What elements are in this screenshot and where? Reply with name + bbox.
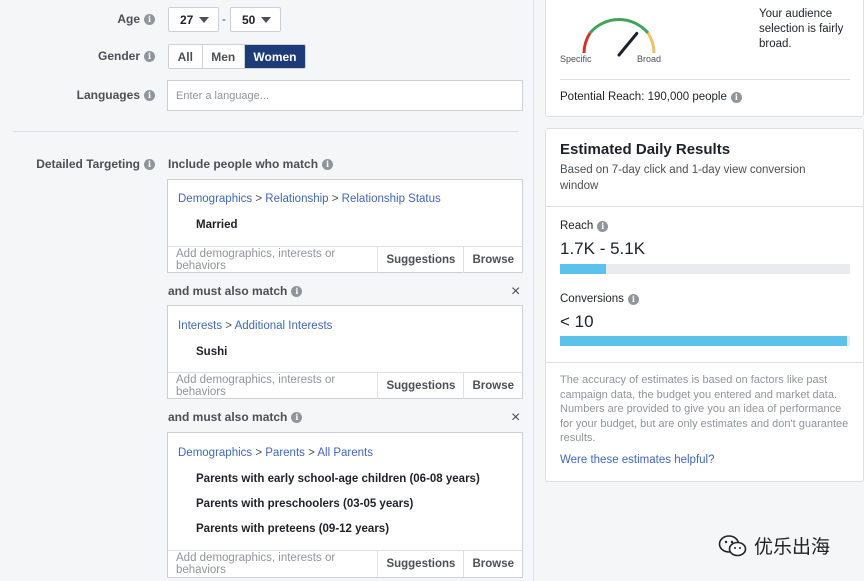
include-label: Include people who match i xyxy=(168,156,334,172)
suggestions-button[interactable]: Suggestions xyxy=(377,247,463,273)
targeting-item: Parents with preteens (09-12 years) xyxy=(196,523,390,535)
crumb-link[interactable]: Relationship Status xyxy=(341,193,441,205)
watermark-text: 优乐出海 xyxy=(754,537,831,558)
info-icon[interactable]: i xyxy=(291,285,303,297)
targeting-item: Married xyxy=(196,219,238,231)
audience-description: Your audience selection is fairly broad. xyxy=(759,8,844,50)
browse-button[interactable]: Browse xyxy=(463,551,522,577)
gender-all-button[interactable]: All xyxy=(169,45,203,68)
add-targeting-row: Add demographics, interests or behaviors… xyxy=(168,550,522,577)
caret-down-icon xyxy=(199,16,210,23)
crumb-link[interactable]: Demographics xyxy=(178,193,253,205)
audience-size-card: Specific Broad Your audience selection i… xyxy=(545,0,864,117)
gauge-specific-label: Specific xyxy=(560,54,592,64)
info-icon[interactable]: i xyxy=(144,13,155,25)
conversions-bar-fill xyxy=(560,336,848,346)
estimates-disclaimer: The accuracy of estimates is based on fa… xyxy=(560,374,849,444)
targeting-group-3: Demographics > Parents > All Parents Par… xyxy=(167,432,523,578)
browse-button[interactable]: Browse xyxy=(463,373,522,399)
card-divider xyxy=(560,79,850,80)
info-icon[interactable]: i xyxy=(730,91,742,103)
gauge-broad-label: Broad xyxy=(637,54,662,64)
info-icon[interactable]: i xyxy=(144,158,155,170)
gender-women-button[interactable]: Women xyxy=(244,45,305,68)
conversions-value: < 10 xyxy=(560,312,594,331)
close-icon[interactable]: × xyxy=(511,409,521,426)
daily-results-card: Estimated Daily Results Based on 7-day c… xyxy=(545,128,864,482)
add-targeting-input[interactable]: Add demographics, interests or behaviors xyxy=(176,552,336,576)
crumb-link[interactable]: All Parents xyxy=(317,447,373,459)
suggestions-button[interactable]: Suggestions xyxy=(377,551,463,577)
conversions-bar xyxy=(560,336,850,346)
breadcrumb: Demographics > Parents > All Parents xyxy=(178,447,373,459)
section-divider xyxy=(13,131,519,132)
info-icon[interactable]: i xyxy=(144,89,155,101)
card-divider xyxy=(546,362,864,363)
wechat-icon xyxy=(718,534,747,556)
conversions-label: Conversions i xyxy=(560,293,639,305)
info-icon[interactable]: i xyxy=(322,158,334,170)
suggestions-button[interactable]: Suggestions xyxy=(377,373,463,399)
breadcrumb: Demographics > Relationship > Relationsh… xyxy=(178,193,441,205)
card-divider xyxy=(546,206,864,207)
also-match-label: and must also match i xyxy=(168,409,303,425)
targeting-item: Parents with preschoolers (03-05 years) xyxy=(196,498,414,510)
targeting-panel: Age i 27 - 50 Gender i All Men Women Lan… xyxy=(13,0,534,581)
targeting-item: Parents with early school-age children (… xyxy=(196,473,480,485)
crumb-link[interactable]: Relationship xyxy=(265,193,329,205)
targeting-item: Sushi xyxy=(196,346,228,358)
gauge-needle xyxy=(617,31,639,57)
crumb-link[interactable]: Parents xyxy=(265,447,305,459)
crumb-link[interactable]: Interests xyxy=(178,320,223,332)
languages-label: Languages i xyxy=(77,87,155,103)
age-separator: - xyxy=(222,12,226,26)
reach-bar-fill xyxy=(560,264,607,274)
info-icon[interactable]: i xyxy=(597,220,609,232)
targeting-group-1: Demographics > Relationship > Relationsh… xyxy=(167,179,523,273)
crumb-link[interactable]: Demographics xyxy=(178,447,253,459)
close-icon[interactable]: × xyxy=(511,283,521,300)
browse-button[interactable]: Browse xyxy=(463,247,522,273)
add-targeting-input[interactable]: Add demographics, interests or behaviors xyxy=(176,374,336,398)
daily-results-subtitle: Based on 7-day click and 1-day view conv… xyxy=(560,164,806,192)
info-icon[interactable]: i xyxy=(144,50,155,62)
reach-bar xyxy=(560,264,850,274)
gender-men-button[interactable]: Men xyxy=(203,45,245,68)
age-label: Age i xyxy=(117,11,155,27)
daily-results-title: Estimated Daily Results xyxy=(560,141,731,158)
add-targeting-row: Add demographics, interests or behaviors… xyxy=(168,372,522,399)
caret-down-icon xyxy=(261,16,272,23)
also-match-label: and must also match i xyxy=(168,283,303,299)
add-targeting-input[interactable]: Add demographics, interests or behaviors xyxy=(176,248,336,272)
age-max-select[interactable]: 50 xyxy=(230,7,281,32)
breadcrumb: Interests > Additional Interests xyxy=(178,320,333,332)
estimates-helpful-link[interactable]: Were these estimates helpful? xyxy=(560,454,715,466)
reach-label: Reach i xyxy=(560,220,609,232)
potential-reach: Potential Reach: 190,000 people i xyxy=(560,91,742,103)
add-targeting-row: Add demographics, interests or behaviors… xyxy=(168,246,522,273)
estimates-panel: Specific Broad Your audience selection i… xyxy=(535,0,864,581)
language-input[interactable]: Enter a language... xyxy=(167,80,523,111)
reach-value: 1.7K - 5.1K xyxy=(560,239,646,258)
crumb-link[interactable]: Additional Interests xyxy=(234,320,333,332)
detailed-targeting-label: Detailed Targeting i xyxy=(36,156,155,172)
gender-selector: All Men Women xyxy=(168,44,306,69)
targeting-group-2: Interests > Additional Interests Sushi A… xyxy=(167,305,523,399)
watermark: 优乐出海 xyxy=(718,532,830,559)
audience-gauge xyxy=(582,18,656,57)
info-icon[interactable]: i xyxy=(627,293,639,305)
age-min-select[interactable]: 27 xyxy=(168,7,219,32)
info-icon[interactable]: i xyxy=(291,411,303,423)
gender-label: Gender i xyxy=(98,48,155,64)
